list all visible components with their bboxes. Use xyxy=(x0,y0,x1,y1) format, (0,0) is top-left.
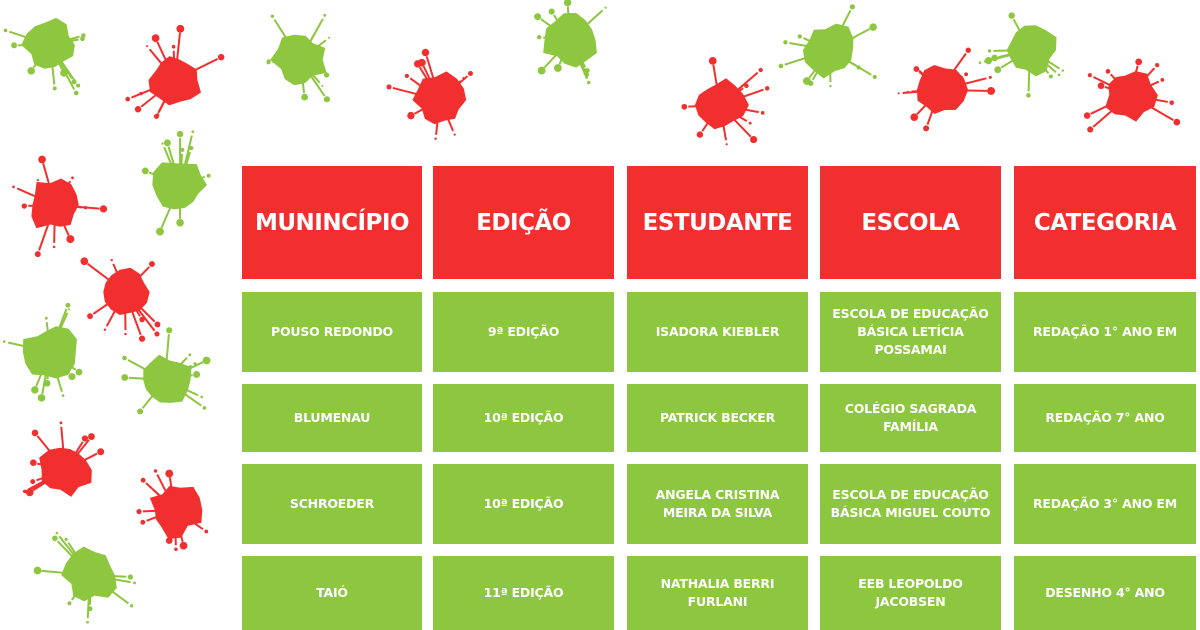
header-municipio: MUNINCÍPIO xyxy=(242,166,422,279)
paint-splat xyxy=(141,130,211,236)
paint-splat xyxy=(978,12,1065,98)
cell-municipio: BLUMENAU xyxy=(242,384,422,452)
cell-categoria: DESENHO 4° ANO xyxy=(1014,556,1196,630)
paint-splat xyxy=(12,155,108,258)
cell-estudante: PATRICK BECKER xyxy=(627,384,808,452)
header-categoria: CATEGORIA xyxy=(1014,166,1196,279)
cell-edicao: 10ª EDIÇÃO xyxy=(433,384,614,452)
paint-splat xyxy=(23,421,105,497)
cell-municipio: TAIÓ xyxy=(242,556,422,630)
cell-estudante: ANGELA CRISTINA MEIRA DA SILVA xyxy=(627,464,808,544)
cell-escola: EEB LEOPOLDO JACOBSEN xyxy=(820,556,1001,630)
cell-categoria: REDAÇÃO 3° ANO EM xyxy=(1014,464,1196,544)
header-escola: ESCOLA xyxy=(820,166,1001,279)
cell-edicao: 10ª EDIÇÃO xyxy=(433,464,614,544)
paint-splat xyxy=(534,0,607,85)
paint-splat xyxy=(897,47,996,132)
paint-splat xyxy=(266,13,331,103)
paint-splat xyxy=(125,24,225,119)
cell-estudante: NATHALIA BERRI FURLANI xyxy=(627,556,808,630)
paint-splat xyxy=(778,4,877,88)
cell-escola: ESCOLA DE EDUCAÇÃO BÁSICA LETÍCIA POSSAM… xyxy=(820,292,1001,372)
cell-categoria: REDAÇÃO 1° ANO EM xyxy=(1014,292,1196,372)
paint-splat xyxy=(681,56,770,146)
paint-splat xyxy=(386,48,473,140)
cell-municipio: SCHROEDER xyxy=(242,464,422,544)
cell-municipio: POUSO REDONDO xyxy=(242,292,422,372)
cell-edicao: 9ª EDIÇÃO xyxy=(433,292,614,372)
header-estudante: ESTUDANTE xyxy=(627,166,808,279)
paint-splat xyxy=(1083,58,1181,133)
paint-splat xyxy=(33,531,136,624)
paint-splat xyxy=(2,302,83,402)
header-edicao: EDIÇÃO xyxy=(433,166,614,279)
paint-splat xyxy=(80,257,161,342)
paint-splat xyxy=(121,327,211,415)
cell-edicao: 11ª EDIÇÃO xyxy=(433,556,614,630)
cell-estudante: ISADORA KIEBLER xyxy=(627,292,808,372)
paint-splat xyxy=(136,469,209,552)
paint-splat xyxy=(3,17,86,96)
cell-categoria: REDAÇÃO 7° ANO xyxy=(1014,384,1196,452)
cell-escola: COLÉGIO SAGRADA FAMÍLIA xyxy=(820,384,1001,452)
cell-escola: ESCOLA DE EDUCAÇÃO BÁSICA MIGUEL COUTO xyxy=(820,464,1001,544)
